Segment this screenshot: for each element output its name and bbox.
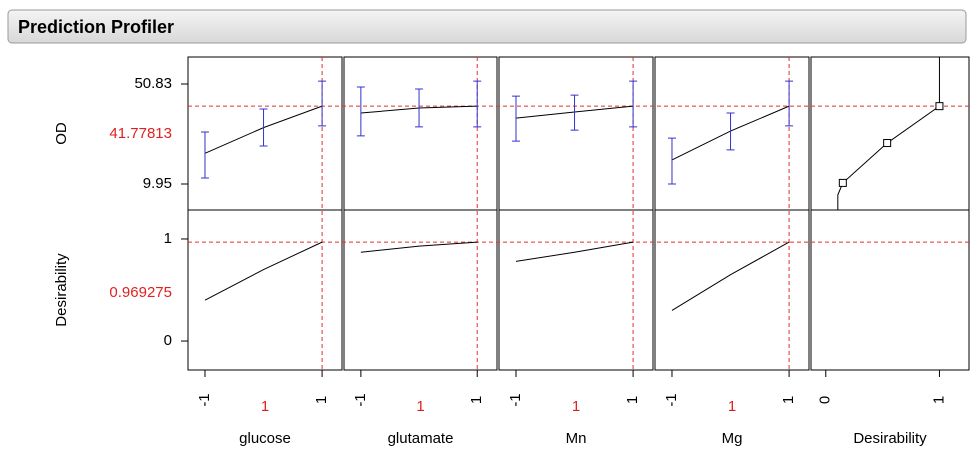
x-tick-label: -1 [507, 393, 524, 406]
x-tick-label: 1 [313, 396, 330, 404]
desirability-profile [671, 241, 790, 311]
desirability-profile [204, 241, 323, 301]
panel [810, 56, 970, 211]
y-tick-label: 1 [164, 230, 172, 247]
desirability-axis-label: Desirability [853, 430, 927, 447]
current-factor-value: 1 [728, 398, 736, 415]
x-tick-label: -1 [196, 393, 213, 406]
panel [654, 209, 810, 371]
desirability-profile [360, 241, 478, 253]
error-bar [511, 95, 520, 142]
current-factor-value: 1 [572, 398, 580, 415]
error-bar [785, 80, 794, 127]
panel [187, 209, 343, 371]
x-tick-label: 1 [780, 396, 797, 404]
current-response-value: 0.969275 [109, 284, 172, 301]
response-label: Desirability [53, 253, 70, 327]
panel [654, 56, 810, 211]
desirability-function [837, 57, 940, 210]
current-factor-value: 1 [261, 398, 269, 415]
panel [498, 56, 654, 211]
error-bar [629, 80, 638, 128]
factor-label: Mn [566, 430, 587, 447]
header-title: Prediction Profiler [18, 17, 174, 37]
x-tick-label: 1 [468, 396, 485, 404]
desirability-control-point [838, 178, 847, 187]
desirability-control-point [883, 139, 892, 148]
error-bar [356, 86, 365, 137]
factor-label: Mg [722, 430, 743, 447]
error-bar [667, 137, 676, 185]
error-bar [726, 112, 735, 151]
x-tick-label: 1 [930, 396, 947, 404]
error-bar [473, 80, 482, 128]
desirability-profile [515, 241, 634, 262]
x-tick-label: -1 [352, 393, 369, 406]
error-bar [415, 88, 424, 128]
error-bar [200, 131, 209, 179]
x-tick-label: -1 [663, 393, 680, 406]
header-bar [7, 9, 967, 44]
panel [343, 209, 498, 371]
factor-label: glutamate [388, 430, 454, 447]
x-tick-label: 1 [624, 396, 641, 404]
panel [187, 56, 343, 211]
panel [810, 209, 970, 371]
response-label: OD [53, 122, 70, 145]
current-factor-value: 1 [416, 398, 424, 415]
error-bar [259, 108, 268, 147]
y-tick-label: 50.83 [134, 75, 172, 92]
y-tick-label: 9.95 [143, 175, 172, 192]
y-tick-label: 0 [164, 332, 172, 349]
panel [343, 56, 498, 211]
desirability-control-point [935, 102, 944, 111]
error-bar [570, 94, 579, 131]
error-bar [318, 80, 327, 127]
factor-label: glucose [239, 430, 291, 447]
current-response-value: 41.77813 [109, 125, 172, 142]
x-tick-label: 0 [817, 396, 834, 404]
panel [498, 209, 654, 371]
